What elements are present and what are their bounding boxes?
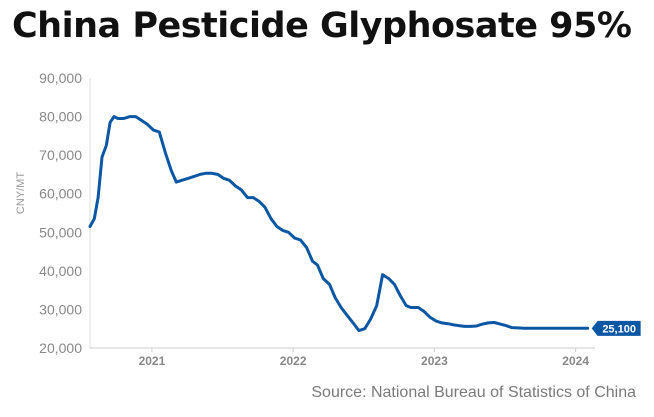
y-tick-label: 90,000 xyxy=(39,70,82,86)
y-tick-label: 50,000 xyxy=(39,224,82,240)
x-tick-label: 2022 xyxy=(280,354,307,368)
y-tick-label: 30,000 xyxy=(39,301,82,317)
x-tick-label: 2021 xyxy=(139,354,166,368)
x-tick-label: 2024 xyxy=(562,354,589,368)
y-tick-label: 70,000 xyxy=(39,147,82,163)
y-tick-label: 60,000 xyxy=(39,186,82,202)
series-line xyxy=(88,115,590,333)
y-tick-label: 20,000 xyxy=(39,340,82,356)
source-note: Source: National Bureau of Statistics of… xyxy=(311,384,636,401)
end-value-label-bg xyxy=(591,320,641,336)
x-tick-label: 2023 xyxy=(421,354,448,368)
end-value-label-text: 25,100 xyxy=(602,323,636,335)
y-axis-ticks: 20,000 30,000 40,000 50,000 60,000 70,000 80,0… xyxy=(39,70,82,356)
chart-title: China Pesticide Glyphosate 95% xyxy=(12,6,632,46)
x-axis-ticks: 2021 2022 2023 2024 xyxy=(139,348,589,368)
y-tick-label: 80,000 xyxy=(39,109,82,125)
chart-axes xyxy=(89,78,595,349)
y-tick-label: 40,000 xyxy=(39,263,82,279)
end-value-label: 25,100 xyxy=(591,320,641,336)
y-axis-label: CNY/MT xyxy=(15,172,27,214)
